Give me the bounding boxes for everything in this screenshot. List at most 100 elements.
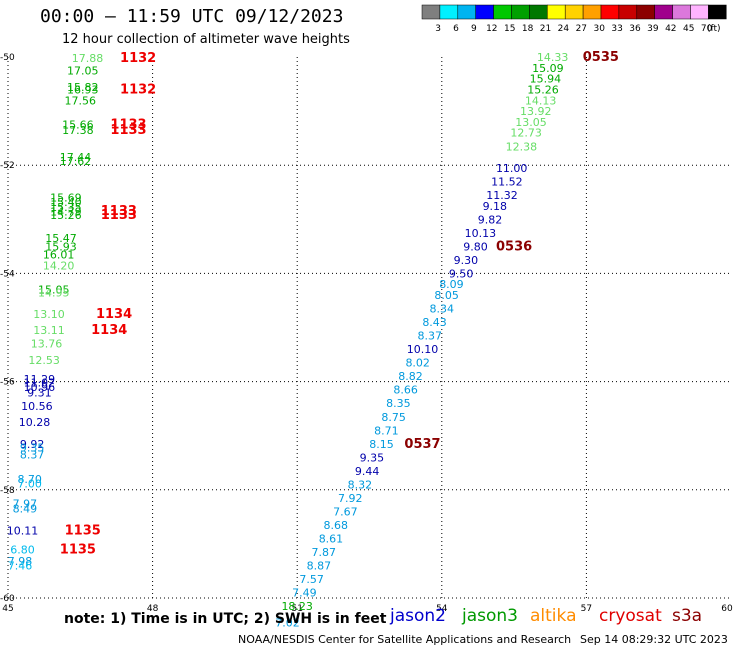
pass-time-label: 1135 — [60, 542, 96, 557]
wave-height-value: 14.79 — [50, 206, 82, 219]
wave-height-value: 8.82 — [398, 370, 423, 383]
wave-height-value: 11.00 — [496, 162, 528, 175]
wave-height-value: 8.49 — [13, 503, 38, 516]
chart-subtitle: 12 hour collection of altimeter wave hei… — [62, 32, 350, 47]
wave-height-value: 15.35 — [50, 201, 82, 214]
colorbar-swatch — [708, 4, 727, 20]
wave-height-value: 15.26 — [50, 209, 82, 222]
wave-height-value: 9.82 — [478, 213, 503, 226]
x-tick-label: 57 — [581, 604, 592, 614]
wave-height-value: 9.31 — [27, 386, 52, 399]
wave-height-value: 15.94 — [530, 73, 562, 86]
wave-height-value: 17.56 — [65, 94, 97, 107]
wave-height-value: 13.05 — [515, 116, 547, 129]
wave-height-value: 16.93 — [67, 83, 99, 96]
wave-height-value: 10.11 — [7, 524, 39, 537]
wave-height-value: 7.98 — [8, 555, 33, 568]
wave-height-value: 15.69 — [50, 192, 82, 205]
wave-height-value: 11.02 — [24, 377, 56, 390]
colorbar-unit: (ft) — [707, 24, 721, 34]
pass-time-label: 1133 — [101, 204, 137, 219]
wave-height-value: 8.37 — [20, 449, 45, 462]
wave-height-value: 8.05 — [434, 289, 459, 302]
wave-height-value: 7.97 — [13, 497, 38, 510]
wave-height-value: 12.73 — [510, 127, 542, 140]
wave-height-value: 7.46 — [8, 560, 33, 573]
wave-height-value: 7.02 — [275, 616, 300, 629]
wave-height-value: 8.09 — [439, 278, 464, 291]
wave-height-value: 11.32 — [486, 189, 518, 202]
pass-time-label: 1134 — [91, 323, 127, 338]
wave-height-value: 17.05 — [67, 65, 99, 78]
wave-height-value: 14.95 — [38, 286, 70, 299]
wave-height-value: 7.92 — [338, 492, 363, 505]
wave-height-value: 11.29 — [24, 373, 56, 386]
x-tick-label: 51 — [291, 604, 302, 614]
colorbar-label: 27 — [576, 24, 587, 34]
wave-height-value: 17.88 — [72, 52, 104, 65]
wave-height-value: 8.35 — [386, 397, 411, 410]
legend-item-jason3: jason3 — [462, 606, 518, 626]
legend-item-altika: altika — [530, 606, 577, 626]
colorbar-label: 6 — [453, 24, 459, 34]
wave-height-value: 15.26 — [527, 83, 559, 96]
wave-height-value: 13.11 — [33, 324, 65, 337]
colorbar-label: 9 — [471, 24, 477, 34]
wave-height-value: 8.68 — [324, 519, 349, 532]
wave-height-value: 9.44 — [355, 465, 380, 478]
wave-height-value: 15.93 — [45, 240, 77, 253]
x-tick-label: 60 — [721, 604, 733, 614]
wave-height-value: 13.92 — [520, 105, 552, 118]
wave-height-value: 9.35 — [360, 451, 385, 464]
wave-height-value: 18.23 — [281, 600, 313, 613]
wave-height-value: 11.52 — [491, 175, 523, 188]
colorbar-label: 42 — [665, 24, 676, 34]
wave-height-value: 7.00 — [17, 477, 42, 490]
pass-time-label: 1132 — [120, 82, 156, 97]
y-tick-label: -54 — [0, 269, 15, 279]
wave-height-colorbar: 3 6 9 12 15 18 21 24 27 30 33 36 39 42 45 70(ft) — [421, 4, 727, 34]
wave-height-value: 17.44 — [60, 151, 92, 164]
wave-height-value: 10.28 — [19, 416, 51, 429]
wave-height-value: 15.09 — [532, 62, 564, 75]
wave-height-value: 8.32 — [348, 478, 373, 491]
pass-time-label: 1134 — [96, 307, 132, 322]
wave-height-value: 13.76 — [31, 338, 63, 351]
colorbar-label: 45 — [683, 24, 694, 34]
wave-height-value: 15.82 — [67, 81, 99, 94]
wave-height-value: 9.30 — [454, 254, 479, 267]
wave-height-value: 8.15 — [369, 438, 394, 451]
wave-height-value: 8.34 — [430, 303, 455, 316]
wave-height-value: 12.53 — [28, 354, 60, 367]
colorbar-label: 15 — [504, 24, 515, 34]
colorbar-label: 70 — [701, 24, 713, 34]
pass-time-label: 1132 — [120, 51, 156, 66]
wave-height-value: 14.13 — [525, 94, 557, 107]
wave-height-value: 15.05 — [38, 284, 70, 297]
pass-time-label: 1133 — [110, 118, 146, 133]
pass-time-label: 0537 — [404, 437, 440, 452]
wave-height-value: 12.38 — [506, 140, 538, 153]
colorbar-label: 3 — [435, 24, 441, 34]
colorbar-label: 30 — [593, 24, 605, 34]
chart-title: 00:00 – 11:59 UTC 09/12/2023 — [40, 6, 344, 27]
y-tick-label: -58 — [0, 486, 15, 496]
legend-item-jason2: jason2 — [390, 606, 446, 626]
colorbar-label: 33 — [611, 24, 622, 34]
wave-height-value: 10.96 — [24, 381, 56, 394]
wave-height-value: 7.87 — [311, 546, 336, 559]
wave-height-value: 9.92 — [20, 438, 45, 451]
wave-height-value: 17.62 — [60, 155, 92, 168]
wave-height-value: 15.40 — [50, 196, 82, 209]
colorbar-label: 39 — [647, 24, 659, 34]
wave-height-value: 10.10 — [407, 343, 439, 356]
wave-height-value: 9.50 — [449, 267, 474, 280]
wave-height-value: 8.02 — [405, 357, 430, 370]
colorbar-label: 12 — [486, 24, 497, 34]
wave-height-value: 15.47 — [45, 232, 77, 245]
colorbar-label: 24 — [558, 24, 570, 34]
wave-height-value: 8.66 — [393, 384, 418, 397]
wave-height-value: 7.49 — [292, 587, 317, 600]
colorbar-label: 21 — [540, 24, 551, 34]
